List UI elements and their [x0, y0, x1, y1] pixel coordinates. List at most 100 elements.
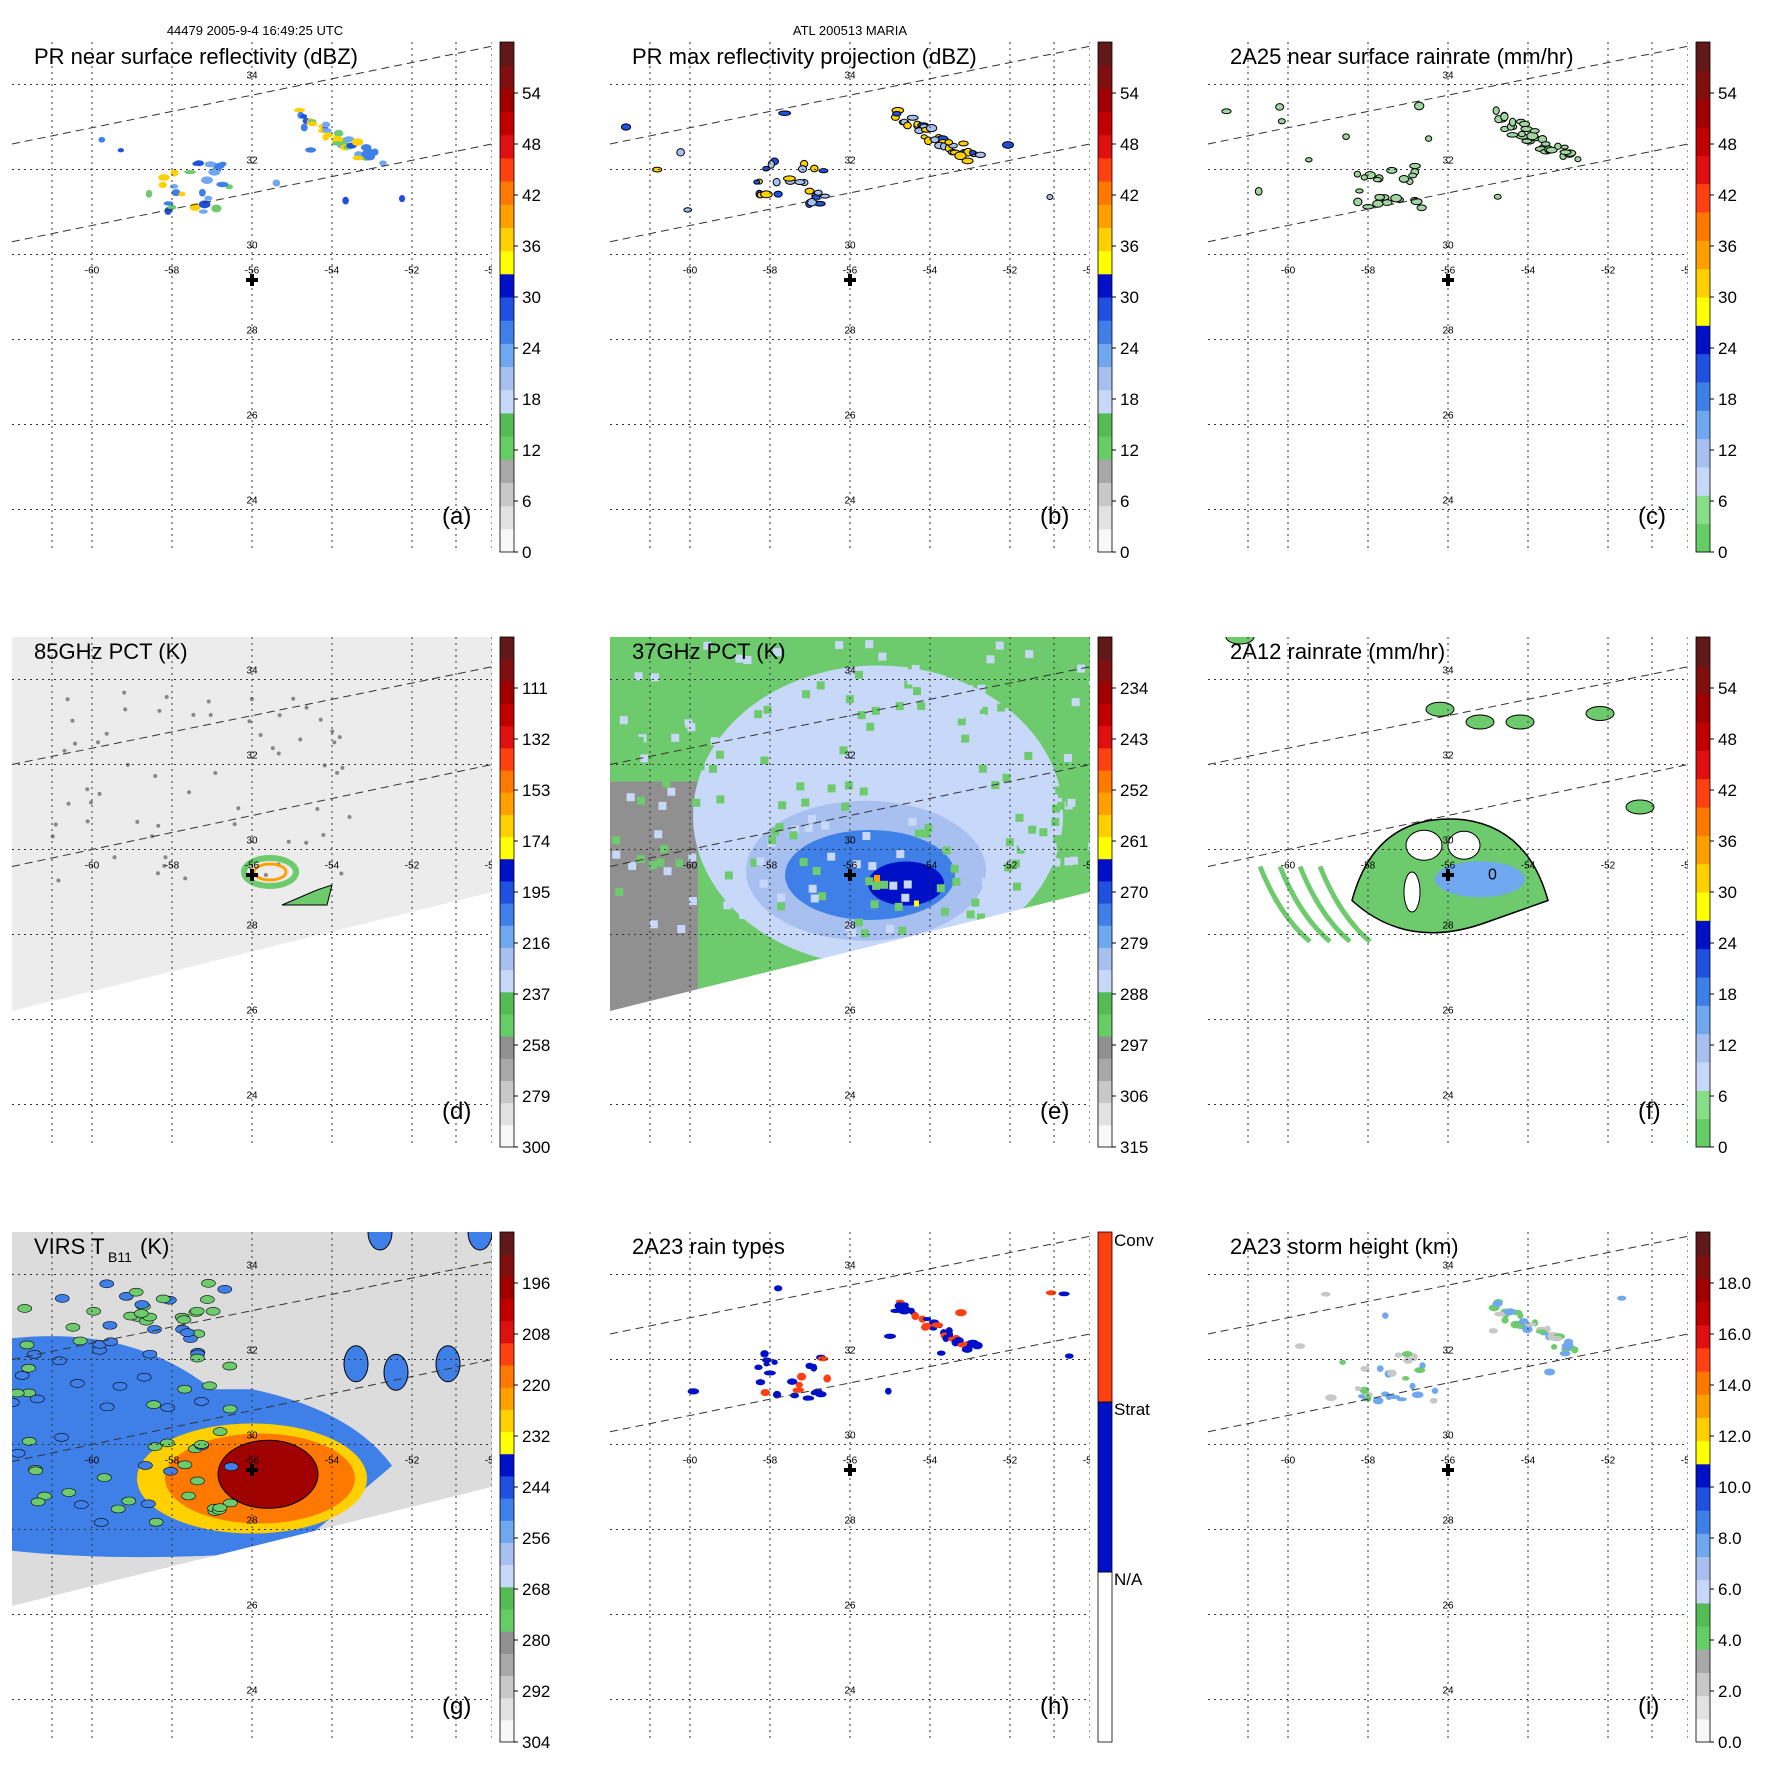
colorbar-segment [1696, 297, 1710, 326]
rain-cell [171, 189, 181, 197]
colorbar-h: N/A Strat Conv [1097, 1231, 1154, 1743]
colorbar-segment [1696, 98, 1710, 128]
colorbar-segment [500, 1653, 514, 1676]
lon-tick-label: -52 [1003, 1456, 1018, 1467]
rain-cell [1342, 133, 1350, 140]
rain-cell [790, 1392, 800, 1399]
colorbar-segment [1696, 835, 1710, 865]
lon-tick-label: -54 [325, 1456, 340, 1467]
colorbar-segment [500, 703, 514, 727]
colorbar-segment [1098, 181, 1112, 205]
colorbar-segment [1098, 412, 1112, 437]
panel-label: (b) [1040, 503, 1069, 530]
colorbar-segment [1696, 1718, 1710, 1743]
rain-cell [371, 148, 379, 156]
colorbar-segment [500, 482, 514, 507]
colorbar-b: 0 6 12 18 24 30 36 42 48 54 [1097, 41, 1139, 562]
lat-tick-label: 26 [1442, 1601, 1454, 1612]
colorbar-tick-label: 42 [1120, 186, 1139, 205]
colorbar-segment [1696, 1255, 1710, 1279]
colorbar-segment [500, 204, 514, 228]
colorbar-segment [1098, 659, 1112, 682]
colorbar-d: 300 279 258 237 216 195 174 153 132 111 [499, 636, 550, 1157]
colorbar-segment [1696, 1394, 1710, 1418]
colorbar-segment [1098, 703, 1112, 727]
colorbar-segment [500, 1542, 514, 1566]
colorbar-segment [1696, 693, 1710, 723]
lat-tick-label: 24 [844, 1091, 856, 1102]
rain-cell [760, 190, 773, 199]
colorbar-segment [500, 1453, 514, 1477]
rain-cell [1508, 117, 1517, 127]
colorbar-segment [1098, 273, 1112, 298]
rain-cell [823, 1374, 832, 1383]
colorbar-segment [1098, 858, 1112, 882]
rain-cell [1544, 1368, 1556, 1376]
colorbar-segment [500, 250, 514, 275]
rain-cell [1617, 1295, 1627, 1301]
colorbar-segment [500, 1080, 514, 1104]
colorbar-tick-label: 18.0 [1718, 1274, 1751, 1293]
colorbar-segment [1696, 410, 1710, 440]
lon-tick-label: -54 [923, 266, 938, 277]
colorbar-segment [1098, 681, 1112, 705]
rain-cell [1277, 118, 1286, 125]
panel-c-map: 34 32 30 28 26 24 -60 -58 -56 -54 -52 -50 [1208, 42, 1688, 552]
colorbar-segment [1696, 1347, 1710, 1372]
rain-cell [918, 1315, 927, 1323]
colorbar-tick-label: 30 [1120, 288, 1139, 307]
colorbar-segment [1696, 1510, 1710, 1534]
colorbar-tick-label: 315 [1120, 1138, 1148, 1157]
rain-cell [1416, 204, 1427, 212]
colorbar-segment [500, 1276, 514, 1300]
colorbar-segment [500, 969, 514, 993]
lon-tick-label: -52 [1601, 1456, 1616, 1467]
colorbar-g: 304 292 280 268 256 244 232 220 208 196 [499, 1231, 550, 1752]
colorbar-tick-label: 216 [522, 934, 550, 953]
colorbar-segment [500, 1102, 514, 1126]
colorbar-segment [1098, 770, 1112, 793]
rain-cell [1551, 1335, 1563, 1342]
rain-cell [1374, 193, 1385, 201]
rain-cell [198, 188, 206, 197]
colorbar-tick-label: 12 [1120, 441, 1139, 460]
colorbar-tick-label: 153 [522, 781, 550, 800]
colorbar-segment [1696, 722, 1710, 751]
rain-cell [892, 110, 902, 117]
colorbar-tick-label: 174 [522, 832, 550, 851]
colorbar-segment [1696, 467, 1710, 496]
panel-label: (d) [442, 1098, 471, 1125]
colorbar-tick-label: 6 [1718, 492, 1727, 511]
rain-cell [787, 1378, 798, 1385]
lat-tick-label: 34 [1442, 666, 1454, 677]
lat-tick-label: 32 [246, 1346, 258, 1357]
colorbar-segment [500, 459, 514, 483]
lon-tick-label: -54 [1521, 266, 1536, 277]
rain-cell [1045, 1290, 1057, 1296]
colorbar-segment [500, 1586, 514, 1610]
swath-edge [1208, 143, 1688, 243]
lon-tick-label: -56 [245, 1456, 260, 1467]
rain-cell [1254, 187, 1263, 196]
rain-cell [903, 121, 912, 130]
colorbar-segment [500, 1387, 514, 1410]
colorbar-tick-label: 292 [522, 1682, 550, 1701]
rain-cell [1359, 1386, 1370, 1395]
rain-cell [1358, 1394, 1365, 1399]
colorbar-tick-label: 0 [522, 543, 531, 562]
colorbar-tick-label: 36 [1718, 237, 1737, 256]
colorbar-tick-label: 6 [1718, 1087, 1727, 1106]
colorbar-segment [500, 1608, 514, 1632]
rain-cell [1372, 199, 1384, 208]
colorbar-tick-label: 42 [522, 186, 541, 205]
rain-cell [1360, 174, 1368, 181]
colorbar-tick-label: 30 [1718, 883, 1737, 902]
colorbar-tick-label: 10.0 [1718, 1478, 1751, 1497]
colorbar-segment [1098, 1124, 1112, 1148]
rain-cell [898, 1307, 910, 1315]
rain-cell [795, 1381, 803, 1389]
rain-cell [1529, 128, 1540, 134]
panel-h: 34 32 30 28 26 24 -60 -58 -56 -54 -52 -50 2A23 rain … [610, 1231, 1154, 1743]
rain-cell [193, 160, 204, 167]
rain-cell [300, 123, 308, 132]
